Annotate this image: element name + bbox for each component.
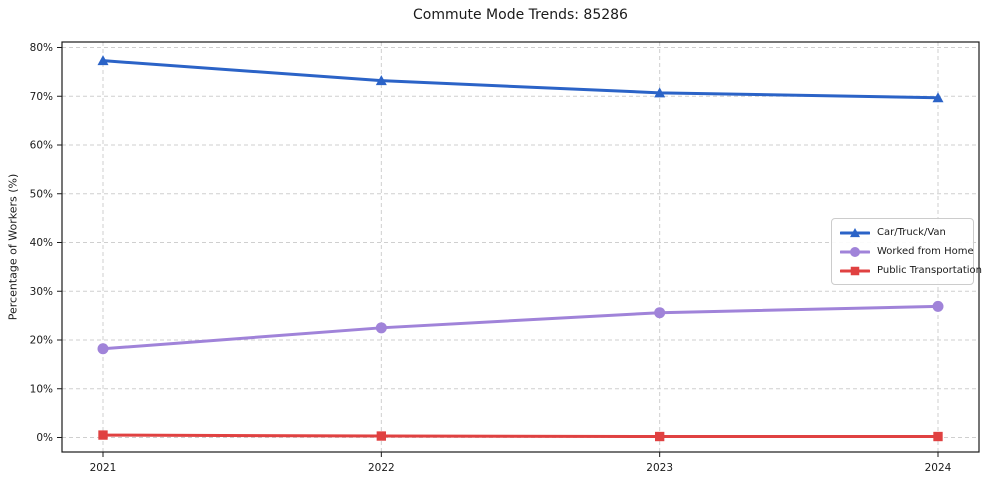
series-line	[101, 304, 940, 351]
y-tick-label: 80%	[30, 42, 53, 54]
y-tick-label: 50%	[30, 188, 53, 200]
data-point-marker	[932, 300, 944, 312]
legend-swatch-svg	[840, 227, 870, 237]
legend-line-circle-icon	[840, 245, 870, 259]
data-point-marker	[375, 322, 387, 334]
series-line	[101, 433, 940, 439]
series-line	[101, 59, 940, 100]
legend-label: Worked from Home	[877, 246, 974, 257]
y-tick-label: 30%	[30, 286, 53, 298]
y-tick-label: 70%	[30, 91, 53, 103]
data-point-marker	[376, 431, 387, 441]
y-tick-label: 10%	[30, 383, 53, 395]
legend-label: Public Transportation	[877, 265, 982, 276]
data-point-marker	[654, 431, 665, 442]
legend-swatch-svg	[840, 246, 870, 257]
y-tick-label: 60%	[30, 140, 53, 152]
legend: Car/Truck/Van Worked from Home Public Tr…	[831, 218, 982, 285]
data-point-marker	[654, 87, 666, 98]
chart-title: Commute Mode Trends: 85286	[413, 7, 628, 23]
legend-item-car-truck-van: Car/Truck/Van	[840, 224, 965, 241]
legend-swatch-marker	[850, 266, 860, 275]
data-point-marker	[97, 343, 109, 355]
x-tick-label: 2024	[925, 462, 952, 474]
legend-line-square-icon	[840, 264, 870, 278]
x-tick-label: 2021	[90, 462, 117, 474]
data-point-marker	[375, 75, 387, 86]
legend-swatch-marker	[850, 227, 860, 237]
data-point-marker	[654, 307, 666, 319]
data-point-marker	[97, 55, 109, 66]
legend-line-triangle-icon	[840, 226, 870, 240]
legend-item-worked-from-home: Worked from Home	[840, 243, 974, 260]
x-tick-label: 2023	[646, 462, 673, 474]
legend-item-public-transportation: Public Transportation	[840, 262, 982, 279]
x-tick-label: 2022	[368, 462, 395, 474]
legend-label: Car/Truck/Van	[877, 227, 946, 238]
y-tick-label: 20%	[30, 335, 53, 347]
y-tick-label: 40%	[30, 237, 53, 249]
data-point-marker	[932, 92, 944, 103]
plot-border	[61, 41, 980, 453]
legend-swatch-marker	[850, 246, 860, 257]
data-point-marker	[98, 430, 108, 440]
data-point-marker	[933, 431, 943, 442]
legend-swatch-svg	[840, 266, 870, 275]
y-tick-label: 0%	[36, 432, 53, 444]
